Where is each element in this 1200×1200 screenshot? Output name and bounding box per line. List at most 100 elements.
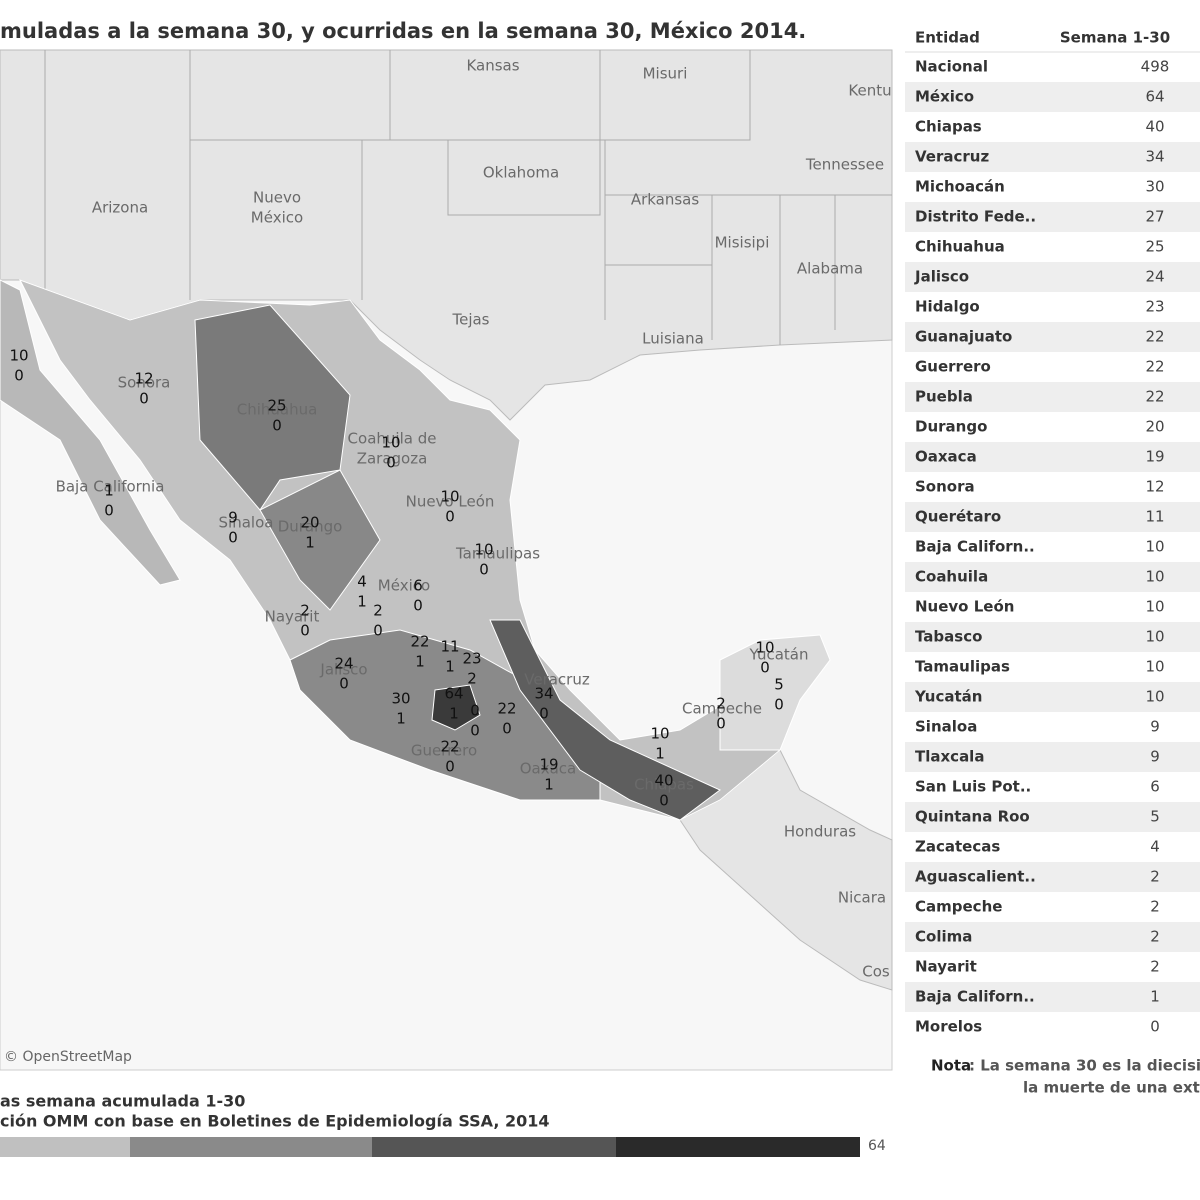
row-stripe [905, 202, 1200, 232]
row-stripe [905, 802, 1200, 832]
row-stripe [905, 82, 1200, 112]
row-stripe [905, 142, 1200, 172]
state-count: 2 [373, 602, 383, 620]
state-week-count: 0 [272, 417, 282, 435]
entity-name: Quintana Roo [915, 808, 1030, 826]
state-week-count: 0 [539, 705, 549, 723]
place-label: Kansas [466, 57, 519, 75]
state-count: 34 [534, 685, 553, 703]
place-label: Oklahoma [483, 164, 559, 182]
place-label: Guerrero [411, 742, 477, 760]
state-count: 24 [334, 655, 353, 673]
entity-name: Tlaxcala [915, 748, 984, 766]
row-stripe [905, 262, 1200, 292]
row-stripe [905, 982, 1200, 1012]
state-week-count: 0 [104, 502, 114, 520]
state-week-count: 0 [228, 529, 238, 547]
place-label: Arizona [92, 199, 148, 217]
place-label: Nayarit [265, 608, 320, 626]
state-week-count: 0 [300, 622, 310, 640]
state-week-count: 0 [479, 561, 489, 579]
entity-name: San Luis Pot.. [915, 778, 1031, 796]
place-label: Jalisco [319, 661, 367, 679]
state-week-count: 0 [445, 758, 455, 776]
note-label: Nota [931, 1057, 971, 1075]
state-week-count: 0 [339, 675, 349, 693]
place-label: Campeche [682, 700, 762, 718]
state-count: 22 [410, 633, 429, 651]
entity-count: 5 [1150, 808, 1160, 826]
legend-swatch [372, 1137, 616, 1157]
state-week-count: 1 [655, 745, 665, 763]
state-week-count: 0 [760, 659, 770, 677]
state-week-count: 0 [139, 390, 149, 408]
place-label: Nuevo [253, 189, 301, 207]
state-week-count: 0 [659, 792, 669, 810]
entity-count: 40 [1145, 118, 1164, 136]
entity-count: 30 [1145, 178, 1164, 196]
place-label: Tennessee [805, 156, 884, 174]
place-label: Nicara [838, 889, 886, 907]
place-label: Sonora [118, 374, 171, 392]
entity-name: Campeche [915, 898, 1002, 916]
place-label: Honduras [784, 823, 856, 841]
region-shade [259, 469, 381, 611]
entity-name: Distrito Fede.. [915, 208, 1036, 226]
state-count: 5 [774, 676, 784, 694]
row-stripe [905, 502, 1200, 532]
place-label: Chiapas [634, 776, 694, 794]
entity-count: 498 [1141, 58, 1170, 76]
entity-count: 10 [1145, 538, 1164, 556]
state-count: 10 [440, 488, 459, 506]
state-count: 10 [381, 434, 400, 452]
entity-name: Aguascalient.. [915, 868, 1036, 886]
entity-name: Nuevo León [915, 598, 1014, 616]
column-header: Entidad [915, 29, 980, 47]
place-label: Veracruz [524, 671, 590, 689]
place-label: Sinaloa [219, 514, 274, 532]
entity-name: Durango [915, 418, 987, 436]
row-stripe [905, 382, 1200, 412]
entity-count: 6 [1150, 778, 1160, 796]
entity-name: Sinaloa [915, 718, 977, 736]
place-label: Tejas [451, 311, 489, 329]
state-count: 10 [474, 541, 493, 559]
state-week-count: 1 [305, 534, 315, 552]
entity-count: 2 [1150, 898, 1160, 916]
state-count: 20 [300, 514, 319, 532]
state-week-count: 0 [14, 367, 24, 385]
row-stripe [905, 682, 1200, 712]
place-label: Kentu [848, 82, 891, 100]
entity-count: 20 [1145, 418, 1164, 436]
place-label: Coahuila de [348, 430, 437, 448]
state-count: 22 [497, 700, 516, 718]
place-label: Tamaulipas [455, 545, 540, 563]
entity-count: 24 [1145, 268, 1164, 286]
row-stripe [905, 862, 1200, 892]
entity-count: 2 [1150, 868, 1160, 886]
state-week-count: 0 [413, 597, 423, 615]
state-count: 4 [357, 573, 367, 591]
state-count: 2 [300, 602, 310, 620]
entity-name: Chihuahua [915, 238, 1005, 256]
legend-swatch [0, 1137, 130, 1157]
region-shade [489, 619, 721, 821]
state-week-count: 1 [396, 710, 406, 728]
column-header: Semana 1-30 [1060, 29, 1170, 47]
legend-swatch [616, 1137, 860, 1157]
entity-count: 9 [1150, 748, 1160, 766]
entity-name: Zacatecas [915, 838, 1000, 856]
state-count: 0 [470, 702, 480, 720]
state-week-count: 0 [470, 722, 480, 740]
place-label: Nuevo León [406, 493, 495, 511]
entity-count: 64 [1145, 88, 1164, 106]
state-week-count: 0 [445, 508, 455, 526]
state-count: 6 [413, 577, 423, 595]
entity-name: Jalisco [914, 268, 969, 286]
entity-count: 2 [1150, 928, 1160, 946]
legend-swatch [130, 1137, 372, 1157]
entity-name: Coahuila [915, 568, 988, 586]
attribution: © OpenStreetMap [4, 1049, 132, 1065]
row-stripe [905, 442, 1200, 472]
